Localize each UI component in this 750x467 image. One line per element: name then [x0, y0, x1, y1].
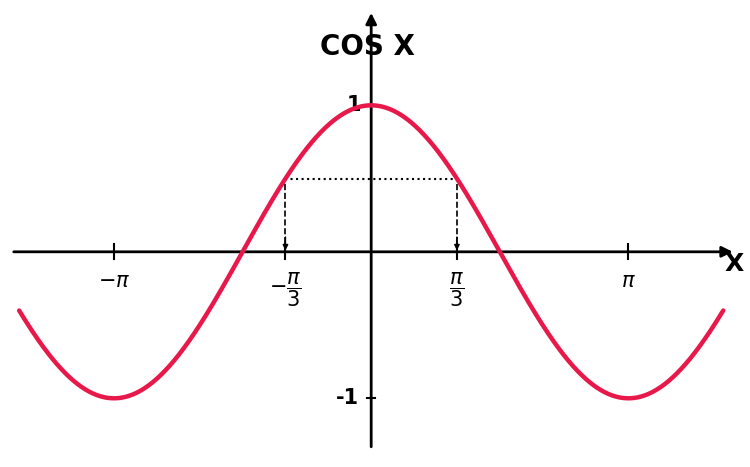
Text: $-\pi$: $-\pi$ [98, 271, 130, 291]
Text: COS X: COS X [320, 33, 415, 61]
Text: $-\dfrac{\pi}{3}$: $-\dfrac{\pi}{3}$ [269, 271, 302, 309]
Text: X: X [724, 252, 744, 276]
Text: $\pi$: $\pi$ [621, 271, 636, 291]
Text: -1: -1 [336, 388, 359, 408]
Text: 1: 1 [346, 95, 362, 115]
Text: $\dfrac{\pi}{3}$: $\dfrac{\pi}{3}$ [449, 271, 464, 309]
